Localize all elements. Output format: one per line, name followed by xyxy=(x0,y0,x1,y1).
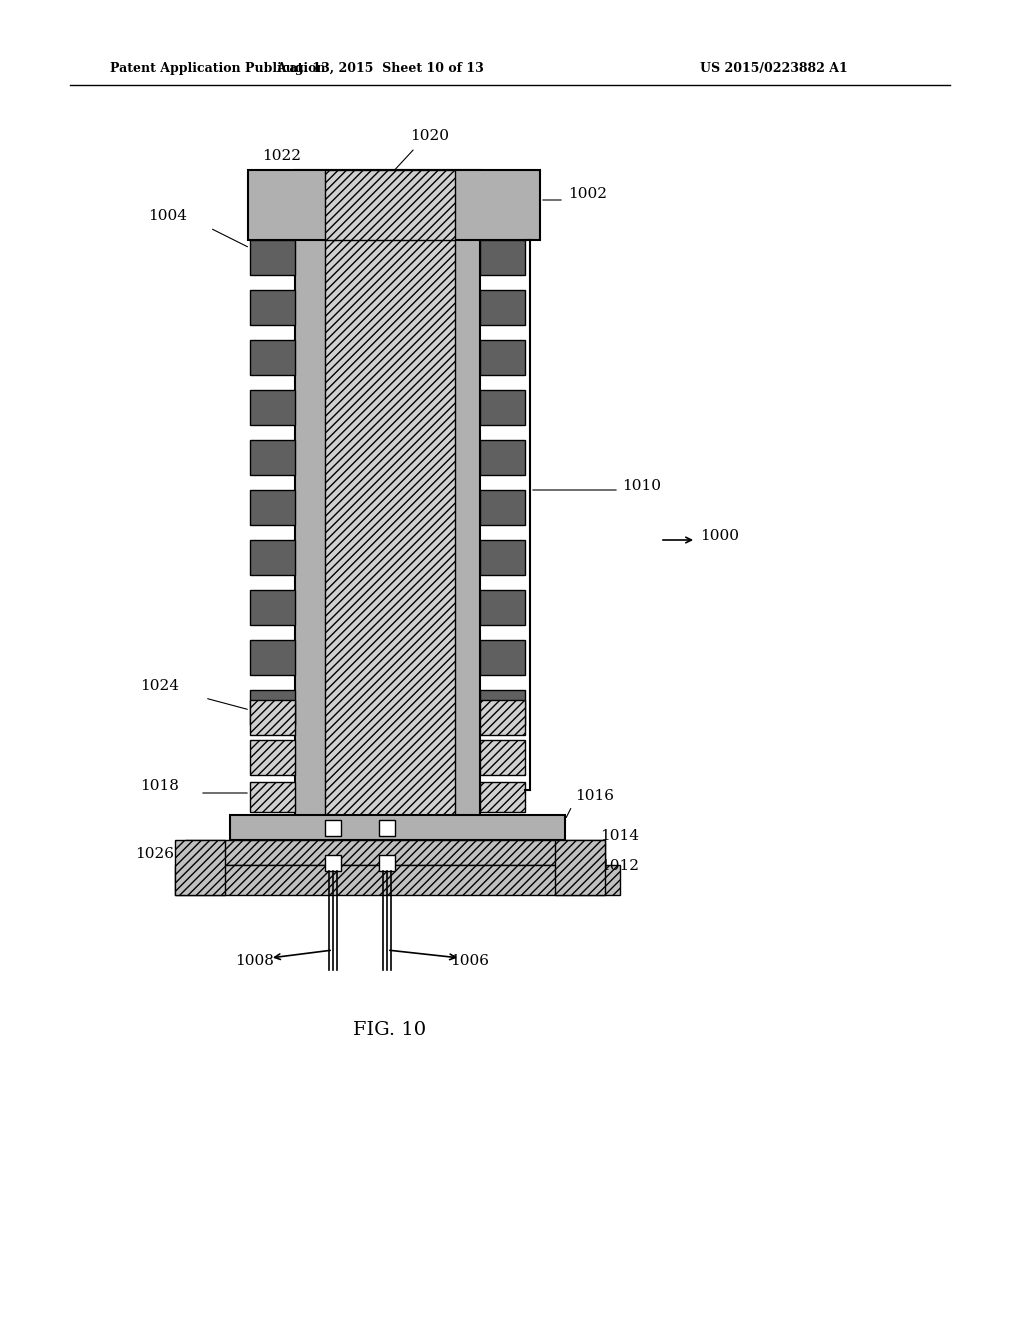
Text: 1016: 1016 xyxy=(575,789,614,803)
Bar xyxy=(480,700,525,735)
Bar xyxy=(250,490,295,525)
Bar xyxy=(480,741,525,775)
Text: 1010: 1010 xyxy=(622,479,662,492)
Bar xyxy=(185,840,605,865)
Bar xyxy=(250,741,295,775)
Text: 1006: 1006 xyxy=(451,954,489,968)
Text: FIG. 10: FIG. 10 xyxy=(353,1020,427,1039)
Bar xyxy=(250,640,295,675)
Bar xyxy=(480,781,525,812)
Text: 1018: 1018 xyxy=(140,779,179,793)
Text: 1026: 1026 xyxy=(135,847,174,861)
Bar xyxy=(175,865,620,895)
Bar xyxy=(480,290,525,325)
Bar xyxy=(480,640,525,675)
Bar xyxy=(295,170,480,870)
Bar xyxy=(250,440,295,475)
Bar xyxy=(325,170,455,870)
Bar xyxy=(250,590,295,624)
Text: 1020: 1020 xyxy=(411,129,450,143)
Bar xyxy=(250,540,295,576)
Bar xyxy=(325,820,341,836)
Bar xyxy=(480,440,525,475)
Bar xyxy=(250,690,295,725)
Bar xyxy=(480,490,525,525)
Bar xyxy=(480,590,525,624)
Bar xyxy=(325,855,341,871)
Text: 1004: 1004 xyxy=(148,209,187,223)
Bar xyxy=(555,840,605,895)
Bar xyxy=(250,240,295,275)
Bar xyxy=(250,290,295,325)
Text: 1002: 1002 xyxy=(568,187,607,201)
Bar xyxy=(480,341,525,375)
Text: 1022: 1022 xyxy=(262,149,301,162)
Text: 1000: 1000 xyxy=(700,529,739,543)
Bar xyxy=(230,814,565,840)
Bar xyxy=(175,840,225,895)
Text: Patent Application Publication: Patent Application Publication xyxy=(110,62,326,75)
Bar xyxy=(250,389,295,425)
Bar xyxy=(250,781,295,812)
Bar xyxy=(480,240,525,275)
Bar xyxy=(480,690,525,725)
Text: US 2015/0223882 A1: US 2015/0223882 A1 xyxy=(700,62,848,75)
Bar xyxy=(248,170,540,240)
Text: Aug. 13, 2015  Sheet 10 of 13: Aug. 13, 2015 Sheet 10 of 13 xyxy=(276,62,484,75)
Bar xyxy=(250,700,295,735)
Bar xyxy=(480,389,525,425)
Text: 1008: 1008 xyxy=(236,954,274,968)
Text: 1012: 1012 xyxy=(600,859,639,873)
Bar xyxy=(480,540,525,576)
Text: 1014: 1014 xyxy=(600,829,639,843)
Bar xyxy=(379,855,395,871)
Bar xyxy=(325,170,455,240)
Text: 1024: 1024 xyxy=(140,678,179,693)
Bar xyxy=(250,341,295,375)
Bar xyxy=(379,820,395,836)
